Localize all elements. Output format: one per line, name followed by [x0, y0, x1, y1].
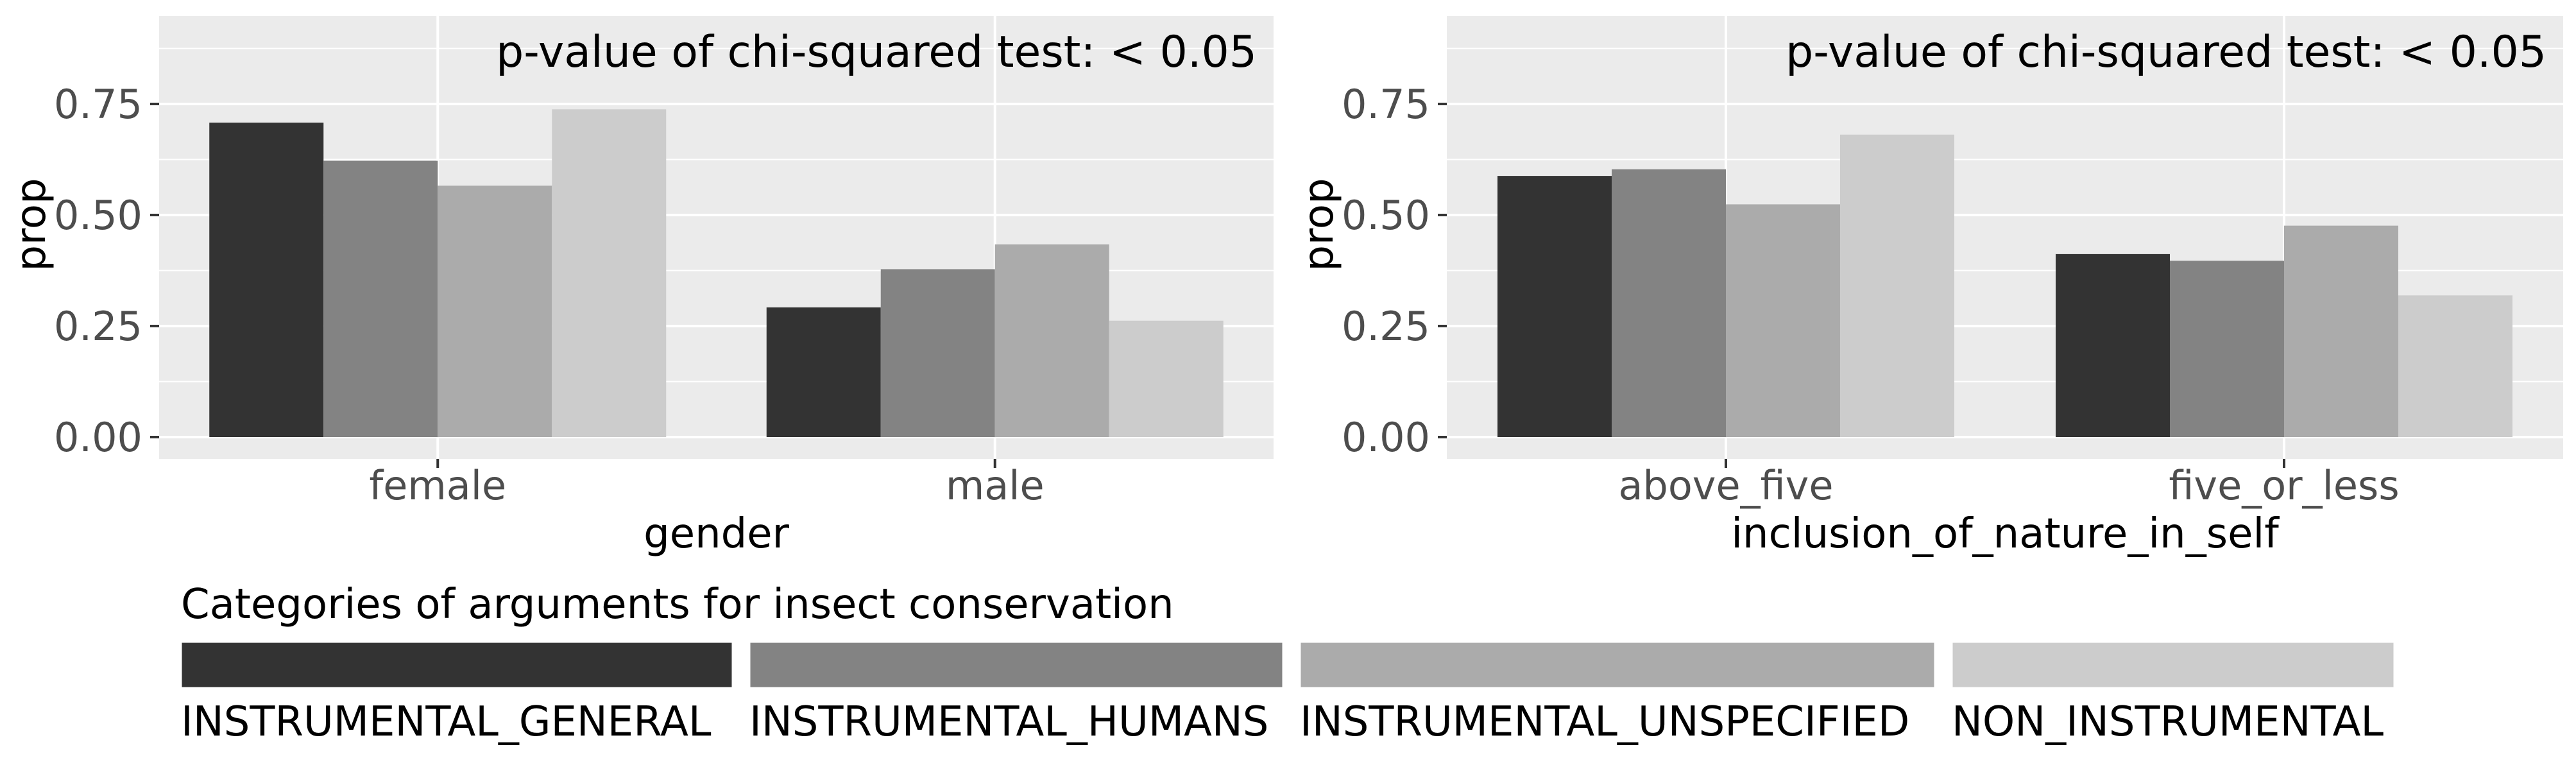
bar-instrumental-general-male [766, 307, 881, 437]
legend-key [180, 641, 734, 689]
chart-panel-2: 0.00 0.25 0.50 0.75 above_five five_or_lessin… [1295, 16, 2563, 558]
legend: Categories of arguments for insect conse… [180, 581, 2396, 746]
p-value-annotation: p-value of chi-squared test: < 0.05 [496, 27, 1257, 78]
legend-label: INSTRUMENTAL_HUMANS [749, 698, 1268, 746]
bar-instrumental-general-female [209, 123, 324, 437]
legend-label: INSTRUMENTAL_GENERAL [181, 698, 712, 746]
legend-title: Categories of arguments for insect conse… [181, 581, 1174, 628]
y-tick-label: 0.75 [1342, 81, 1430, 128]
x-tick-label: above_five [1618, 462, 1833, 509]
chart-panel-1: 0.00 0.25 0.50 0.75 female male gender prop p-va… [8, 16, 1274, 558]
legend-key [748, 641, 1284, 689]
legend-item-instrumental-humans: INSTRUMENTAL_HUMANS [748, 641, 1284, 746]
y-tick-label: 0.50 [54, 192, 142, 239]
x-axis-label: gender [644, 510, 790, 558]
y-tick-label: 0.75 [54, 81, 142, 128]
y-tick-label: 0.50 [1342, 192, 1430, 239]
y-axis-label: prop [8, 178, 55, 271]
bar-instrumental-unspecified-five-or-less [2284, 225, 2398, 437]
legend-item-instrumental-general: INSTRUMENTAL_GENERAL [180, 641, 734, 746]
bar-non-instrumental-above-five [1840, 134, 1954, 438]
bar-instrumental-humans-five-or-less [2170, 261, 2284, 437]
y-tick-label: 0.00 [1342, 414, 1430, 461]
bar-instrumental-humans-female [323, 160, 438, 438]
legend-label: INSTRUMENTAL_UNSPECIFIED [1300, 698, 1909, 746]
bar-instrumental-general-five-or-less [2056, 254, 2170, 437]
legend-key [1299, 641, 1936, 689]
bar-instrumental-unspecified-male [994, 244, 1109, 437]
bar-non-instrumental-male [1109, 320, 1224, 437]
legend-label: NON_INSTRUMENTAL [1952, 698, 2384, 746]
x-tick-label: male [946, 462, 1045, 509]
y-tick-label: 0.25 [54, 303, 142, 350]
bar-instrumental-general-above-five [1497, 176, 1612, 437]
p-value-annotation: p-value of chi-squared test: < 0.05 [1786, 27, 2546, 78]
y-tick-label: 0.00 [54, 414, 142, 461]
legend-item-non-instrumental: NON_INSTRUMENTAL [1950, 641, 2396, 746]
bar-instrumental-humans-above-five [1612, 169, 1726, 437]
x-axis-label: inclusion_of_nature_in_self [1731, 510, 2280, 558]
bar-non-instrumental-female [552, 109, 667, 437]
bar-non-instrumental-five-or-less [2398, 295, 2512, 437]
bar-instrumental-unspecified-female [438, 185, 552, 437]
y-tick-label: 0.25 [1342, 303, 1430, 350]
bar-instrumental-unspecified-above-five [1726, 204, 1840, 437]
bar-instrumental-humans-male [880, 269, 995, 437]
x-tick-label: five_or_less [2169, 462, 2399, 509]
legend-key [1950, 641, 2396, 689]
x-tick-label: female [369, 462, 506, 509]
y-axis-label: prop [1295, 178, 1343, 271]
legend-item-instrumental-unspecified: INSTRUMENTAL_UNSPECIFIED [1299, 641, 1936, 746]
